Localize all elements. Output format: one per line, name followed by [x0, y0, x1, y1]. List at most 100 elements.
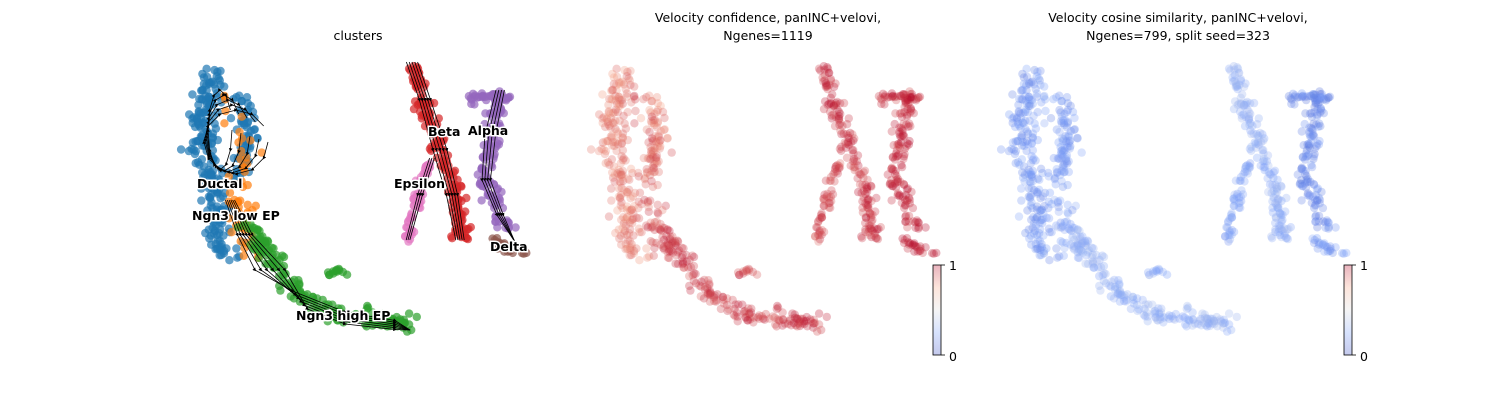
confidence-point — [881, 91, 890, 100]
cosine-point — [1056, 218, 1065, 227]
cosine-point — [1017, 133, 1026, 142]
cosine-point — [1300, 155, 1310, 164]
cosine-point — [1011, 122, 1020, 132]
confidence-point — [738, 300, 747, 309]
cosine-point — [1282, 233, 1292, 243]
cosine-point — [1066, 136, 1075, 145]
confidence-point — [843, 137, 853, 147]
confidence-point — [631, 95, 640, 104]
cosine-point — [1054, 138, 1063, 147]
cosine-point — [1316, 104, 1325, 114]
cluster-point — [504, 93, 513, 102]
cosine-point — [1241, 162, 1250, 171]
confidence-point — [586, 145, 596, 154]
cosine-point — [1235, 68, 1244, 78]
confidence-point — [826, 192, 835, 202]
cosine-point — [1190, 319, 1200, 328]
cosine-point — [1309, 238, 1319, 248]
cluster-point — [237, 177, 246, 186]
cosine-point — [1298, 181, 1307, 191]
cosine-point — [1035, 185, 1044, 194]
confidence-point — [652, 151, 662, 160]
confidence-point — [617, 139, 626, 148]
cosine-point — [1323, 247, 1333, 256]
confidence-point — [848, 130, 857, 139]
cosine-point — [1070, 223, 1079, 233]
confidence-point — [903, 184, 913, 193]
confidence-point — [814, 216, 823, 226]
cosine-point — [1263, 174, 1272, 183]
cosine-point — [1310, 108, 1319, 117]
confidence-point — [861, 218, 870, 228]
confidence-point — [617, 78, 626, 87]
cosine-point — [1143, 268, 1153, 277]
confidence-point — [625, 229, 634, 238]
confidence-point — [830, 101, 839, 110]
confidence-point — [773, 303, 783, 312]
cosine-point — [1229, 194, 1238, 203]
confidence-point — [908, 203, 918, 213]
confidence-point — [831, 162, 840, 171]
confidence-point — [608, 95, 617, 104]
cluster-point — [191, 159, 200, 168]
cosine-point — [1185, 315, 1194, 325]
cosine-point — [1271, 199, 1280, 208]
cosine-point — [1044, 197, 1054, 206]
cosine-point — [1128, 293, 1138, 302]
cosine-point — [1297, 127, 1307, 136]
confidence-point — [836, 99, 845, 108]
confidence-point — [719, 295, 728, 304]
cosine-point — [1256, 161, 1265, 170]
confidence-point — [885, 179, 895, 188]
confidence-point — [646, 154, 655, 164]
confidence-point — [622, 205, 632, 214]
cosine-point — [1081, 240, 1090, 249]
cosine-point — [1233, 62, 1242, 72]
confidence-point — [611, 96, 620, 105]
cosine-point — [1031, 221, 1041, 231]
confidence-point — [647, 146, 656, 156]
confidence-point — [642, 167, 652, 177]
cosine-point — [1244, 114, 1254, 123]
cosine-point — [1040, 201, 1049, 211]
cosine-point — [1319, 109, 1329, 118]
confidence-point — [775, 315, 784, 325]
cosine-point — [1017, 196, 1026, 205]
cosine-point — [1311, 97, 1320, 106]
confidence-point — [744, 264, 753, 274]
confidence-point — [649, 168, 659, 177]
cosine-point — [1060, 218, 1070, 227]
confidence-point — [899, 180, 909, 189]
confidence-point — [651, 132, 660, 141]
confidence-point — [890, 92, 900, 102]
cosine-point — [1288, 89, 1298, 99]
confidence-point — [849, 163, 858, 172]
confidence-point — [668, 232, 677, 241]
confidence-point — [830, 164, 840, 174]
cosine-point — [1016, 123, 1025, 132]
cluster-point — [412, 312, 421, 322]
confidence-point — [820, 196, 829, 205]
confidence-point — [650, 218, 659, 227]
cosine-point — [1308, 126, 1317, 135]
cosine-point — [1305, 109, 1315, 118]
cosine-point — [1062, 93, 1072, 102]
confidence-point — [652, 238, 661, 248]
cosine-point — [1188, 321, 1197, 330]
confidence-point — [861, 213, 870, 222]
cosine-point — [1055, 91, 1064, 100]
cosine-point — [1269, 168, 1278, 177]
cosine-point — [1242, 100, 1251, 110]
cosine-point — [1021, 116, 1030, 126]
confidence-point — [699, 294, 709, 303]
cosine-point — [1273, 203, 1282, 212]
cosine-point — [1024, 225, 1033, 234]
confidence-point — [902, 141, 911, 151]
cluster-point — [225, 188, 235, 197]
cosine-point — [1064, 131, 1073, 140]
confidence-point — [888, 181, 898, 191]
confidence-point — [794, 315, 803, 324]
confidence-point — [612, 127, 622, 136]
cosine-point — [1030, 186, 1039, 195]
cosine-point — [1083, 237, 1093, 246]
